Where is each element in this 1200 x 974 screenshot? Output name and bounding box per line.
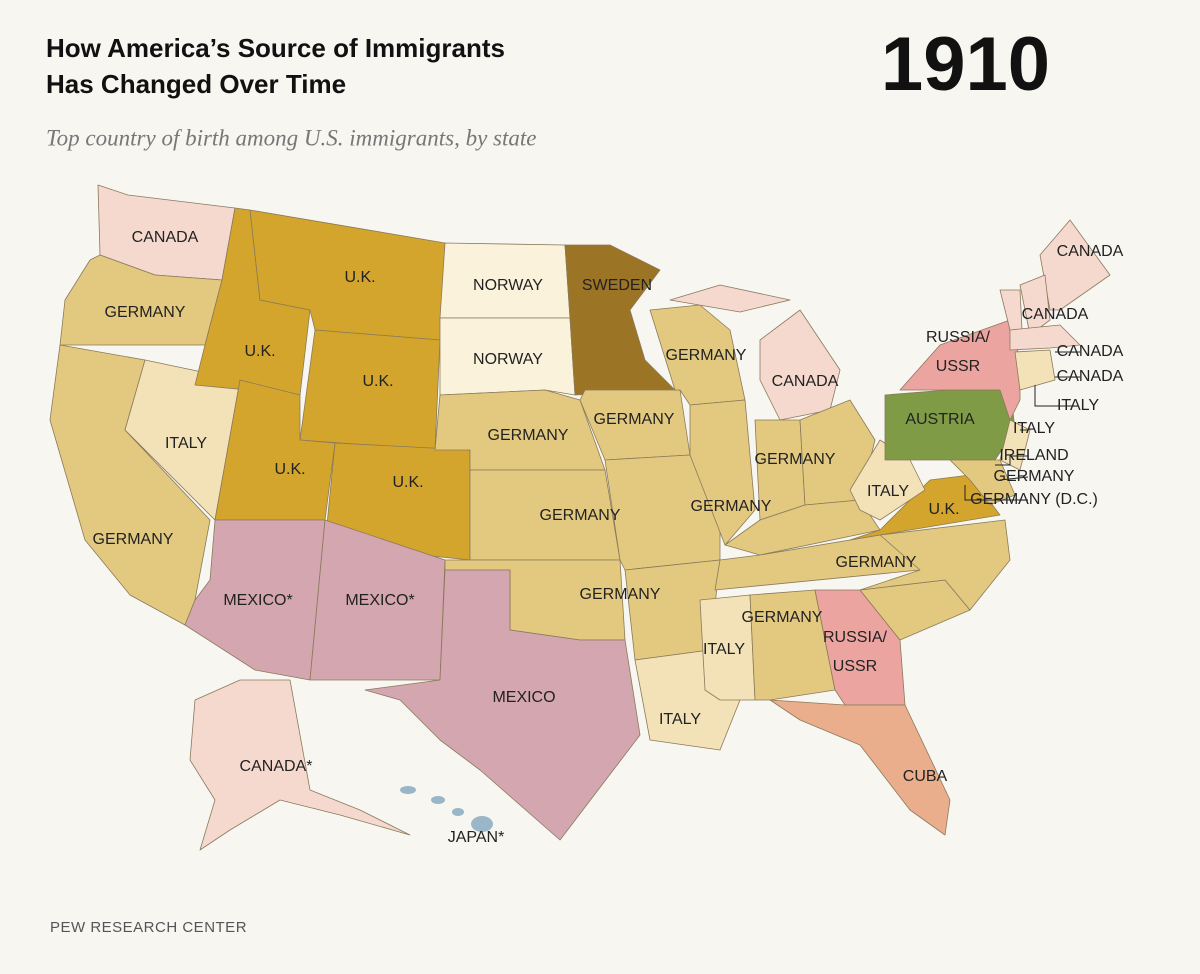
state: [859, 519, 1011, 611]
state-label: RUSSIA/: [823, 629, 888, 646]
callout-line: [999, 476, 1029, 481]
state-label: GERMANY: [105, 304, 186, 321]
state-label: GERMANY: [594, 411, 675, 428]
callout-label: IRELAND: [999, 447, 1068, 464]
state-label: CANADA: [1057, 243, 1124, 260]
callout-lines: [964, 351, 1080, 501]
island: [452, 808, 464, 816]
state-label: CANADA*: [240, 758, 313, 775]
state-label: GERMANY: [742, 609, 823, 626]
state: [669, 284, 791, 313]
state-label: GERMANY: [580, 586, 661, 603]
year: 1910: [881, 22, 1050, 107]
callout-label: GERMANY (D.C.): [970, 491, 1098, 508]
state: [189, 679, 411, 851]
callout-line: [964, 485, 1028, 501]
state-label: GERMANY: [488, 427, 569, 444]
state: [439, 317, 576, 396]
island: [471, 816, 493, 832]
state-label: MEXICO*: [345, 592, 414, 609]
state-label: GERMANY: [755, 451, 836, 468]
state: [1009, 324, 1081, 351]
state-label: GERMANY: [93, 531, 174, 548]
state-label: GERMANY: [540, 507, 621, 524]
state-label: CANADA: [772, 373, 839, 390]
state-label: ITALY: [867, 483, 909, 500]
state-label: CANADA: [132, 229, 199, 246]
state-label: CANADA: [1022, 306, 1089, 323]
state: [1019, 274, 1051, 336]
state: [1014, 349, 1056, 391]
state-label: SWEDEN: [582, 277, 652, 294]
labels: CANADA GERMANY U.K. U.K. NORWAY NORWAY SWEDEN U…: [93, 229, 1124, 846]
state: [1039, 219, 1111, 311]
state-label: GERMANY: [666, 347, 747, 364]
state-label: MEXICO*: [223, 592, 292, 609]
state-label: GERMANY: [691, 498, 772, 515]
state-label: U.K.: [928, 501, 959, 518]
callout-line: [995, 455, 1028, 466]
state-label: U.K.: [362, 373, 393, 390]
callout-label: CANADA: [1057, 368, 1124, 385]
callout-label: ITALY: [1013, 420, 1055, 437]
state-label: JAPAN*: [448, 829, 505, 846]
state-label: ITALY: [659, 711, 701, 728]
state-label: NORWAY: [473, 277, 543, 294]
state-label: U.K.: [274, 461, 305, 478]
island: [431, 796, 445, 804]
state-label: ITALY: [703, 641, 745, 658]
state: [689, 399, 756, 546]
state-label: USSR: [833, 658, 877, 675]
state-label: USSR: [936, 358, 980, 375]
state-label: RUSSIA/: [926, 329, 991, 346]
state: [769, 699, 951, 836]
state-label: AUSTRIA: [905, 411, 975, 428]
callout-label: CANADA: [1057, 343, 1124, 360]
state: [59, 254, 223, 346]
state-label: CUBA: [903, 768, 948, 785]
subtitle: Top country of birth among U.S. immigran…: [46, 125, 536, 150]
state: [364, 569, 641, 841]
state-label: U.K.: [392, 474, 423, 491]
state: [849, 474, 1001, 541]
title-line: Has Changed Over Time: [46, 69, 346, 99]
source: PEW RESEARCH CENTER: [50, 919, 247, 936]
state-label: U.K.: [344, 269, 375, 286]
island: [400, 786, 416, 794]
callout-label: GERMANY: [994, 468, 1075, 485]
states: [49, 184, 1111, 851]
state-label: ITALY: [165, 435, 207, 452]
title-line: How America’s Source of Immigrants: [46, 33, 505, 63]
callout-line: [1034, 385, 1072, 407]
state-label: NORWAY: [473, 351, 543, 368]
state-label: GERMANY: [836, 554, 917, 571]
callout-label: ITALY: [1057, 397, 1099, 414]
state: [749, 589, 836, 701]
state: [699, 594, 756, 701]
state-label: U.K.: [244, 343, 275, 360]
state: [999, 419, 1031, 471]
state: [564, 244, 676, 396]
state-label: MEXICO: [492, 689, 555, 706]
